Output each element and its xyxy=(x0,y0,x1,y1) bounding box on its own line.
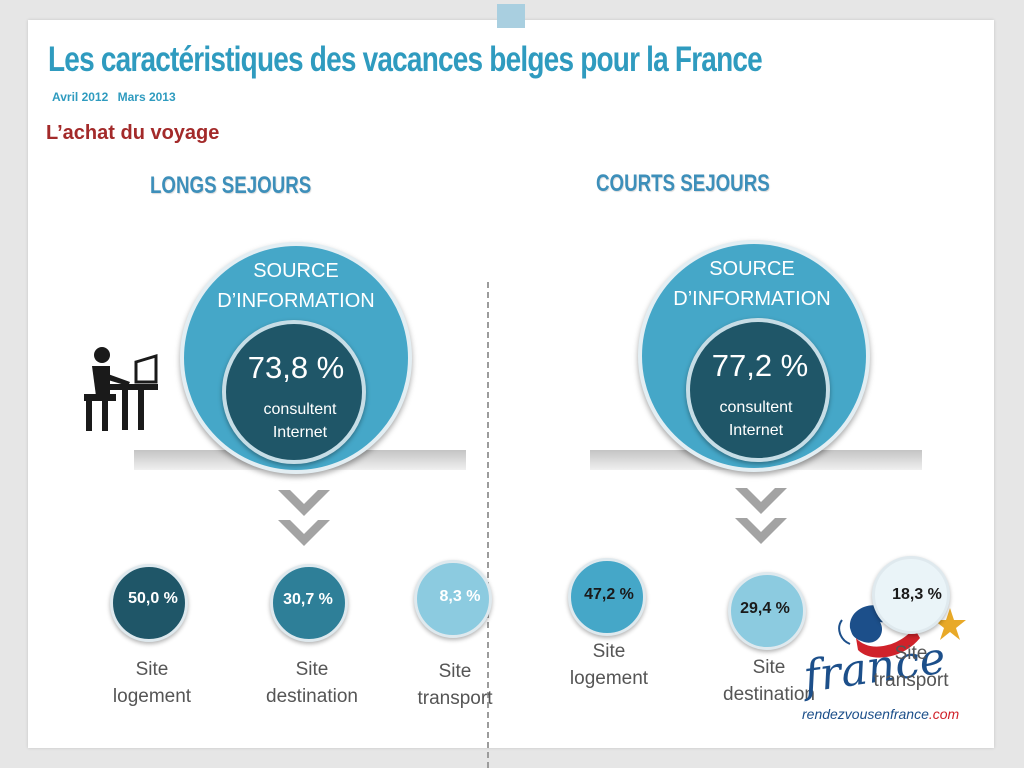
internet-pct-long: 73,8 % xyxy=(247,350,345,385)
site-circle-logement-short xyxy=(568,558,646,636)
site-label-line2: destination xyxy=(266,686,358,707)
site-label-logement-long: Site logement xyxy=(87,656,217,710)
site-label-transport-short: Site transport xyxy=(846,640,976,694)
internet-label-line2: Internet xyxy=(728,422,784,439)
slide-tab xyxy=(497,4,525,28)
site-label-line2: transport xyxy=(873,670,949,691)
site-pct-logement-short: 47,2 % xyxy=(584,586,634,603)
site-label-line2: transport xyxy=(417,688,493,709)
site-label-transport-long: Site transport xyxy=(390,658,520,712)
internet-label-short: consultent Internet xyxy=(686,396,826,442)
site-pct-transport-long: 8,3 % xyxy=(439,588,481,605)
source-label-line1: SOURCE xyxy=(709,258,795,280)
france-logo: france xyxy=(800,605,966,703)
site-label-line1: Site xyxy=(752,657,786,678)
internet-circle-short xyxy=(686,318,830,462)
source-label-line2: D’INFORMATION xyxy=(217,290,375,312)
site-circle-destination-short xyxy=(728,572,806,650)
site-label-line2: logement xyxy=(569,668,649,689)
period-from: Avril 2012 xyxy=(52,90,109,104)
page-title: Les caractéristiques des vacances belges… xyxy=(48,40,763,79)
site-pct-logement-long: 50,0 % xyxy=(128,590,178,607)
site-label-line1: Site xyxy=(438,661,472,682)
source-label-line2: D’INFORMATION xyxy=(673,288,831,310)
column-divider xyxy=(487,282,489,768)
source-label-short: SOURCE D’INFORMATION xyxy=(642,254,862,314)
internet-circle-long xyxy=(222,320,366,464)
site-label-logement-short: Site logement xyxy=(544,638,674,692)
internet-pct-short: 77,2 % xyxy=(711,348,809,383)
site-label-destination-long: Site destination xyxy=(247,656,377,710)
person-at-desk-icon xyxy=(84,347,158,431)
site-label-destination-short: Site destination xyxy=(704,654,834,708)
site-circle-transport-long xyxy=(414,560,492,638)
site-pct-transport-short: 18,3 % xyxy=(892,586,942,603)
site-label-line1: Site xyxy=(592,641,626,662)
site-circle-transport-short xyxy=(872,556,950,634)
column-title-long: LONGS SEJOURS xyxy=(150,172,312,199)
period-to: Mars 2013 xyxy=(117,90,176,104)
period-subtitle: Avril 2012 Mars 2013 xyxy=(52,90,182,104)
column-title-short: COURTS SEJOURS xyxy=(596,170,770,197)
logo-site-name: rendezvousenfrance xyxy=(802,706,929,722)
site-circle-logement-long xyxy=(110,564,188,642)
site-label-line1: Site xyxy=(295,659,329,680)
source-label-long: SOURCE D’INFORMATION xyxy=(186,256,406,316)
logo-site-text: rendezvousenfrance.com xyxy=(802,706,959,722)
section-title: L’achat du voyage xyxy=(46,122,220,144)
double-chevron-down-icon xyxy=(735,488,787,544)
logo-site-tld: .com xyxy=(928,706,960,722)
internet-label-long: consultent Internet xyxy=(230,398,370,444)
site-label-line1: Site xyxy=(135,659,169,680)
site-pct-destination-short: 29,4 % xyxy=(740,600,790,617)
internet-label-line2: Internet xyxy=(272,424,328,441)
site-label-line2: logement xyxy=(112,686,192,707)
site-pct-destination-long: 30,7 % xyxy=(283,591,333,608)
source-label-line1: SOURCE xyxy=(253,260,339,282)
internet-label-line1: consultent xyxy=(263,401,337,418)
internet-label-line1: consultent xyxy=(719,399,793,416)
site-label-line1: Site xyxy=(894,643,928,664)
site-label-line2: destination xyxy=(723,684,815,705)
site-circle-destination-long xyxy=(270,564,348,642)
double-chevron-down-icon xyxy=(278,490,330,546)
